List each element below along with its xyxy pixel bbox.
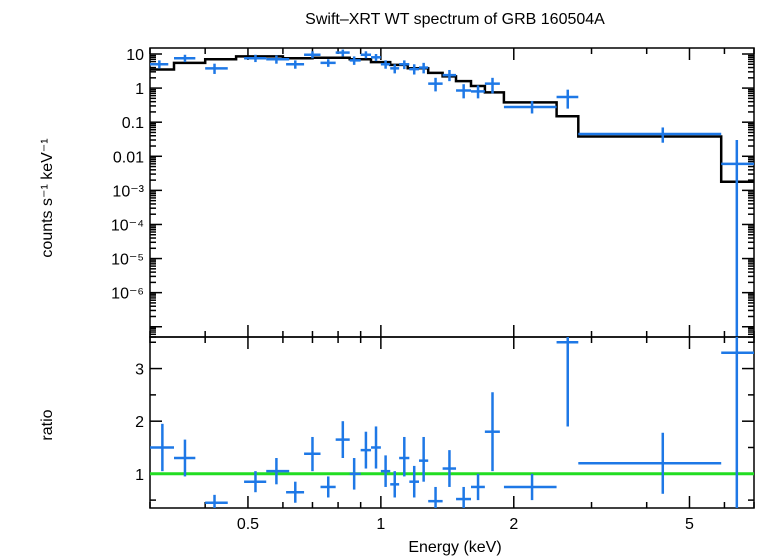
spectrum-panel: 10 1 0.1 0.01 10⁻³ 10⁻⁴ 10⁻⁵ 10⁻⁶ [111, 47, 755, 338]
y-tick-label: 0.01 [113, 149, 144, 166]
x-axis-label: Energy (keV) [408, 539, 501, 556]
ratio-point [721, 337, 754, 508]
ratio-point [205, 494, 228, 508]
ratio-point [503, 473, 557, 501]
ratio-point [150, 423, 175, 472]
ratio-point [244, 471, 267, 493]
data-point [335, 49, 350, 57]
data-point [266, 55, 290, 64]
y-tick-label: 3 [135, 362, 144, 379]
y-tick-label: 1 [135, 81, 144, 98]
data-point [409, 64, 419, 75]
ratio-point [320, 476, 336, 498]
y-tick-label: 10⁻⁵ [111, 252, 144, 269]
ratio-point [360, 431, 372, 469]
ratio-point [428, 486, 443, 508]
ratio-point [380, 455, 391, 487]
spectrum-y-axis-label: counts s⁻¹ keV⁻¹ [39, 138, 56, 257]
data-point [150, 60, 169, 69]
data-point [418, 62, 429, 74]
ratio-point [484, 392, 500, 472]
ratio-point [390, 471, 400, 498]
ratio-point [286, 481, 305, 503]
ratio-point [399, 436, 410, 477]
y-tick-label: 2 [135, 414, 144, 431]
ratio-point [578, 432, 722, 494]
data-point [244, 54, 267, 63]
y-tick-label: 1 [135, 467, 144, 484]
ratio-point [174, 439, 196, 477]
data-point [721, 140, 754, 337]
ratio-point [556, 337, 579, 427]
ratio-point [335, 421, 350, 459]
data-point [371, 54, 381, 62]
data-point [174, 54, 196, 63]
data-point [484, 77, 500, 94]
ratio-point [409, 465, 419, 498]
data-point [470, 85, 485, 99]
data-point [503, 100, 557, 114]
x-tick-label: 2 [509, 516, 518, 533]
ratio-point [456, 486, 471, 508]
y-tick-label: 10 [126, 47, 144, 64]
chart-title: Swift–XRT WT spectrum of GRB 160504A [305, 11, 605, 28]
spectrum-frame [149, 47, 755, 338]
data-point [349, 56, 361, 65]
data-point [360, 51, 372, 59]
y-tick-label: 0.1 [122, 115, 144, 132]
ratio-point [304, 436, 321, 472]
data-point [304, 51, 321, 59]
data-point [286, 60, 305, 69]
ratio-point [418, 436, 429, 482]
data-point [428, 77, 443, 92]
y-tick-label: 10⁻³ [112, 183, 144, 200]
data-point [456, 84, 471, 99]
data-point [556, 89, 579, 109]
data-point [578, 127, 722, 143]
data-point [442, 69, 457, 82]
x-tick-label: 0.5 [237, 516, 259, 533]
x-tick-label: 5 [685, 516, 694, 533]
data-point [390, 64, 400, 74]
ratio-point [349, 458, 361, 490]
ratio-y-axis-label: ratio [39, 409, 56, 440]
data-point [399, 60, 410, 70]
data-point [320, 59, 336, 67]
ratio-panel: 0.5 1 2 5 1 2 3 [135, 336, 755, 533]
data-point [380, 60, 391, 69]
ratio-frame [149, 336, 755, 509]
y-tick-label: 10⁻⁶ [111, 286, 144, 303]
ratio-point [371, 426, 381, 469]
ratio-point [266, 458, 290, 485]
ratio-point [442, 450, 457, 487]
data-point [205, 63, 228, 74]
y-tick-label: 10⁻⁴ [111, 217, 144, 234]
ratio-point [470, 473, 485, 501]
x-tick-label: 1 [376, 516, 385, 533]
